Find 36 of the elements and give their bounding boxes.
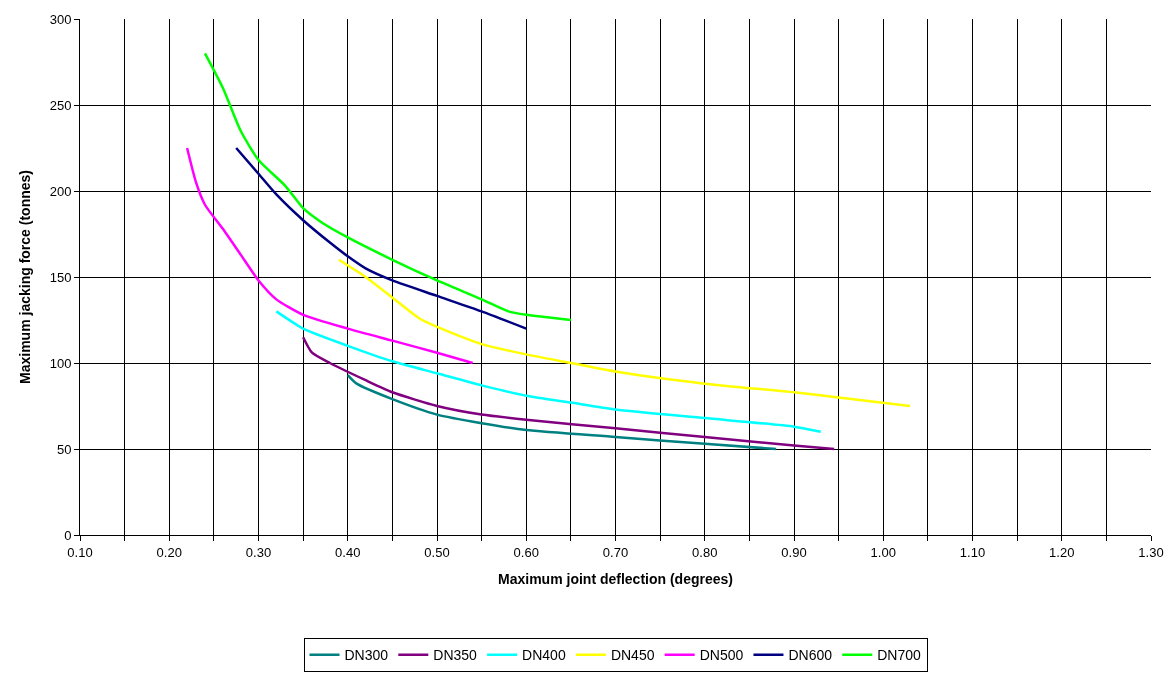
line-series: [275, 310, 823, 434]
line-series: [234, 146, 528, 330]
x-tick-label: 1.30: [1138, 544, 1164, 560]
x-tick-label: 0.70: [602, 544, 629, 560]
x-tick-label: 1.10: [959, 544, 986, 560]
line-series: [337, 258, 912, 408]
x-tick-label: 0.30: [245, 544, 272, 560]
legend-label: DN400: [522, 647, 566, 664]
y-tick-label: 250: [49, 97, 72, 113]
legend-label: DN450: [610, 647, 655, 664]
legend-label: DN600: [788, 647, 833, 664]
legend-label: DN350: [433, 647, 478, 664]
legend-label: DN700: [877, 647, 922, 664]
x-axis-title: Maximum joint deflection (degrees): [498, 570, 733, 587]
line-series: [346, 373, 778, 451]
x-tick-label: 0.40: [335, 544, 361, 560]
legend-label: DN500: [699, 647, 744, 664]
y-axis-title: Maximum jacking force (tonnes): [17, 170, 34, 384]
y-tick-label: 200: [49, 183, 72, 199]
line-series: [301, 335, 836, 451]
x-tick-label: 0.10: [67, 544, 93, 560]
x-tick-label: 1.00: [870, 544, 896, 560]
x-tick-label: 0.20: [156, 544, 182, 560]
x-tick-label: 0.60: [513, 544, 539, 560]
y-tick-label: 100: [49, 355, 72, 371]
y-tick-label: 50: [56, 441, 72, 457]
y-tick-label: 300: [49, 11, 72, 27]
y-tick-label: 150: [49, 269, 72, 285]
legend-label: DN300: [344, 647, 389, 664]
line-series: [203, 52, 573, 322]
x-tick-label: 0.80: [692, 544, 718, 560]
y-tick-label: 0: [64, 527, 72, 543]
line-series: [185, 146, 474, 365]
x-tick-label: 0.90: [781, 544, 807, 560]
x-tick-label: 1.20: [1049, 544, 1075, 560]
x-tick-label: 0.50: [424, 544, 450, 560]
